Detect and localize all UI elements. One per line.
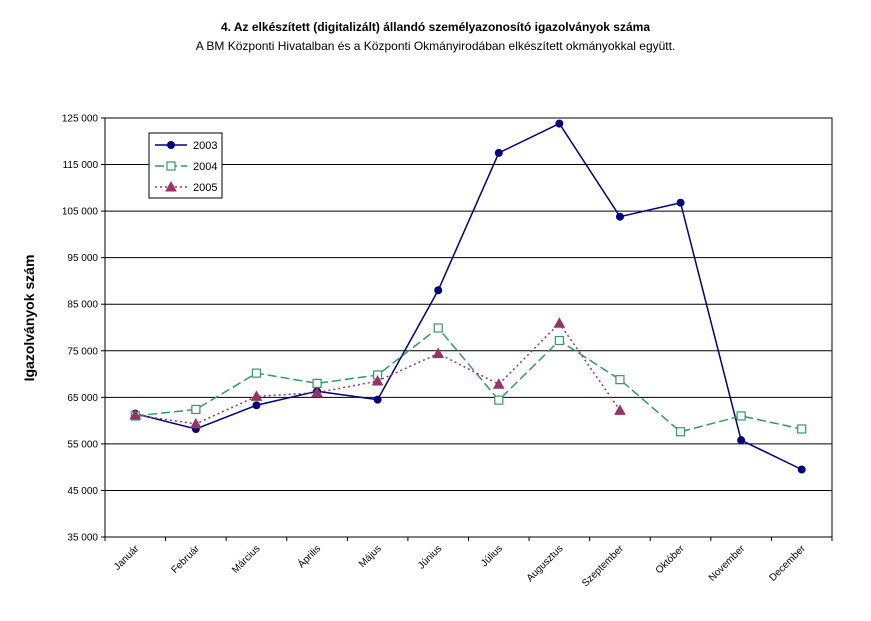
marker (553, 317, 566, 328)
marker (190, 417, 202, 429)
marker (797, 424, 807, 434)
x-tick-label: Május (357, 543, 384, 570)
marker (554, 335, 564, 346)
y-tick-label: 35 000 (67, 533, 98, 544)
y-tick-label: 105 000 (62, 207, 99, 218)
x-tick-label: Szeptember (580, 543, 626, 589)
y-tick-label: 75 000 (67, 346, 98, 357)
marker (555, 119, 564, 128)
marker (736, 411, 746, 421)
marker (166, 161, 176, 171)
y-tick-label: 125 000 (62, 114, 99, 125)
y-tick-label: 55 000 (67, 439, 98, 450)
marker (797, 465, 806, 474)
x-tick-label: Február (169, 543, 202, 576)
y-tick-label: 95 000 (67, 253, 98, 264)
x-tick-label: December (767, 543, 808, 584)
marker (252, 401, 261, 410)
marker (615, 375, 625, 385)
marker (434, 286, 443, 295)
x-tick-label: November (707, 543, 748, 584)
marker (312, 378, 322, 388)
marker (675, 427, 686, 437)
series-line-2003 (135, 122, 803, 471)
x-tick-label: Július (479, 543, 505, 569)
marker (165, 180, 177, 192)
x-tick-label: Április (295, 542, 323, 570)
marker (167, 141, 175, 149)
x-tick-label: Január (112, 543, 142, 573)
marker (676, 198, 685, 207)
marker (371, 375, 384, 386)
marker (494, 395, 504, 405)
chart-title: 4. Az elkészített (digitalizált) állandó… (220, 20, 650, 34)
y-tick-label: 115 000 (63, 160, 99, 171)
marker (251, 368, 262, 378)
x-tick-label: Augusztus (525, 543, 566, 584)
legend-label: 2005 (193, 182, 217, 194)
marker (492, 378, 505, 389)
marker (433, 323, 443, 333)
y-tick-label: 65 000 (67, 393, 98, 404)
legend-label: 2004 (193, 161, 217, 173)
x-tick-label: Március (230, 543, 263, 576)
marker (494, 148, 503, 157)
marker (129, 408, 142, 420)
chart-subtitle: A BM Központi Hivatalban és a Központi O… (195, 39, 676, 53)
y-tick-label: 45 000 (67, 486, 98, 497)
x-tick-label: Október (654, 543, 687, 576)
marker (615, 212, 624, 221)
marker (250, 390, 263, 401)
marker (737, 436, 746, 445)
marker (432, 347, 445, 359)
marker (311, 386, 323, 398)
legend-label: 2003 (193, 140, 217, 152)
plot-area (104, 117, 833, 538)
marker (614, 404, 626, 415)
x-tick-label: Június (416, 543, 444, 571)
y-tick-label: 85 000 (67, 300, 98, 311)
marker (373, 395, 382, 404)
marker (191, 404, 201, 415)
series-line-2004 (135, 326, 802, 433)
